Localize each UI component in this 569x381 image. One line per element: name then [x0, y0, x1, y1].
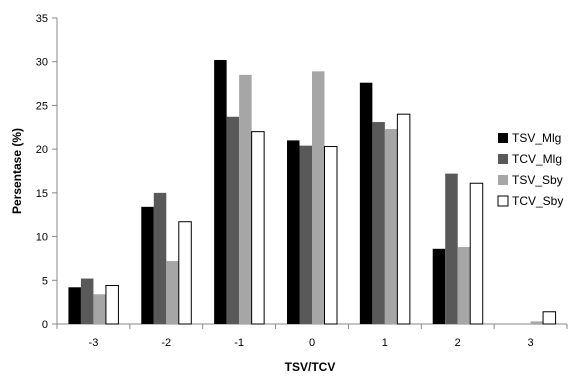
y-axis: 0 5 10 15 20 25 30 35: [36, 13, 58, 331]
bar-tsv-sby: [457, 247, 471, 324]
y-tick-label: 5: [42, 275, 48, 287]
legend-label: TCV_Sby: [512, 194, 563, 208]
y-tick-label: 15: [36, 188, 48, 200]
bar-tcv-mlg: [226, 116, 240, 324]
bar-tcv-mlg: [153, 192, 167, 324]
y-tick-label: 25: [36, 100, 48, 112]
bar-tsv-mlg: [68, 287, 81, 324]
bar-tsv-mlg: [287, 140, 300, 324]
bar-tsv-mlg: [432, 248, 446, 324]
bar-tcv-sby: [178, 221, 192, 325]
y-axis-label: Persentase (%): [10, 128, 24, 214]
bar-tcv-mlg: [299, 145, 312, 324]
legend-label: TSV_Sby: [512, 173, 563, 187]
bar-tcv-sby: [105, 285, 119, 325]
x-axis: -3 -2 -1 0 1 2 3: [56, 323, 568, 349]
bar-tcv-sby: [542, 311, 557, 325]
x-tick-label: 1: [382, 337, 388, 349]
bar-tcv-mlg: [445, 173, 458, 324]
bar-tcv-mlg: [80, 278, 94, 324]
bar-tcv-mlg: [372, 122, 385, 324]
legend: TSV_Mlg TCV_Mlg TSV_Sby TCV_Sby: [497, 131, 563, 208]
bar-tsv-sby: [312, 71, 325, 324]
bar-tsv-sby: [384, 129, 398, 324]
y-tick-label: 10: [36, 232, 48, 244]
y-tick-label: 0: [42, 319, 48, 331]
x-tick-label: 2: [455, 337, 461, 349]
legend-label: TCV_Mlg: [512, 152, 562, 166]
y-tick-label: 35: [36, 13, 48, 25]
legend-swatch: [497, 195, 509, 207]
bar-tsv-mlg: [359, 82, 373, 324]
legend-label: TSV_Mlg: [512, 131, 561, 145]
x-tick-label: -3: [89, 337, 99, 349]
x-axis-label: TSV/TCV: [285, 360, 336, 374]
y-tick-label: 30: [36, 57, 48, 69]
bars: [68, 59, 557, 325]
x-tick-label: 0: [309, 337, 315, 349]
bar-tcv-sby: [324, 146, 338, 325]
x-tick-label: 3: [528, 337, 534, 349]
legend-swatch: [498, 154, 508, 164]
y-tick-label: 20: [36, 144, 48, 156]
bar-tsv-mlg: [214, 59, 227, 324]
bar-tsv-sby: [530, 321, 544, 324]
x-tick-label: -2: [161, 337, 171, 349]
legend-swatch: [498, 175, 508, 185]
bar-tcv-sby: [469, 182, 484, 325]
bar-tsv-sby: [239, 74, 252, 324]
bar-tcv-sby: [396, 113, 411, 325]
bar-tcv-sby: [251, 131, 265, 325]
x-tick-label: -1: [234, 337, 244, 349]
bar-tsv-sby: [93, 294, 106, 324]
bar-tsv-mlg: [141, 206, 154, 324]
bar-tsv-sby: [166, 261, 179, 324]
legend-swatch: [498, 133, 508, 143]
